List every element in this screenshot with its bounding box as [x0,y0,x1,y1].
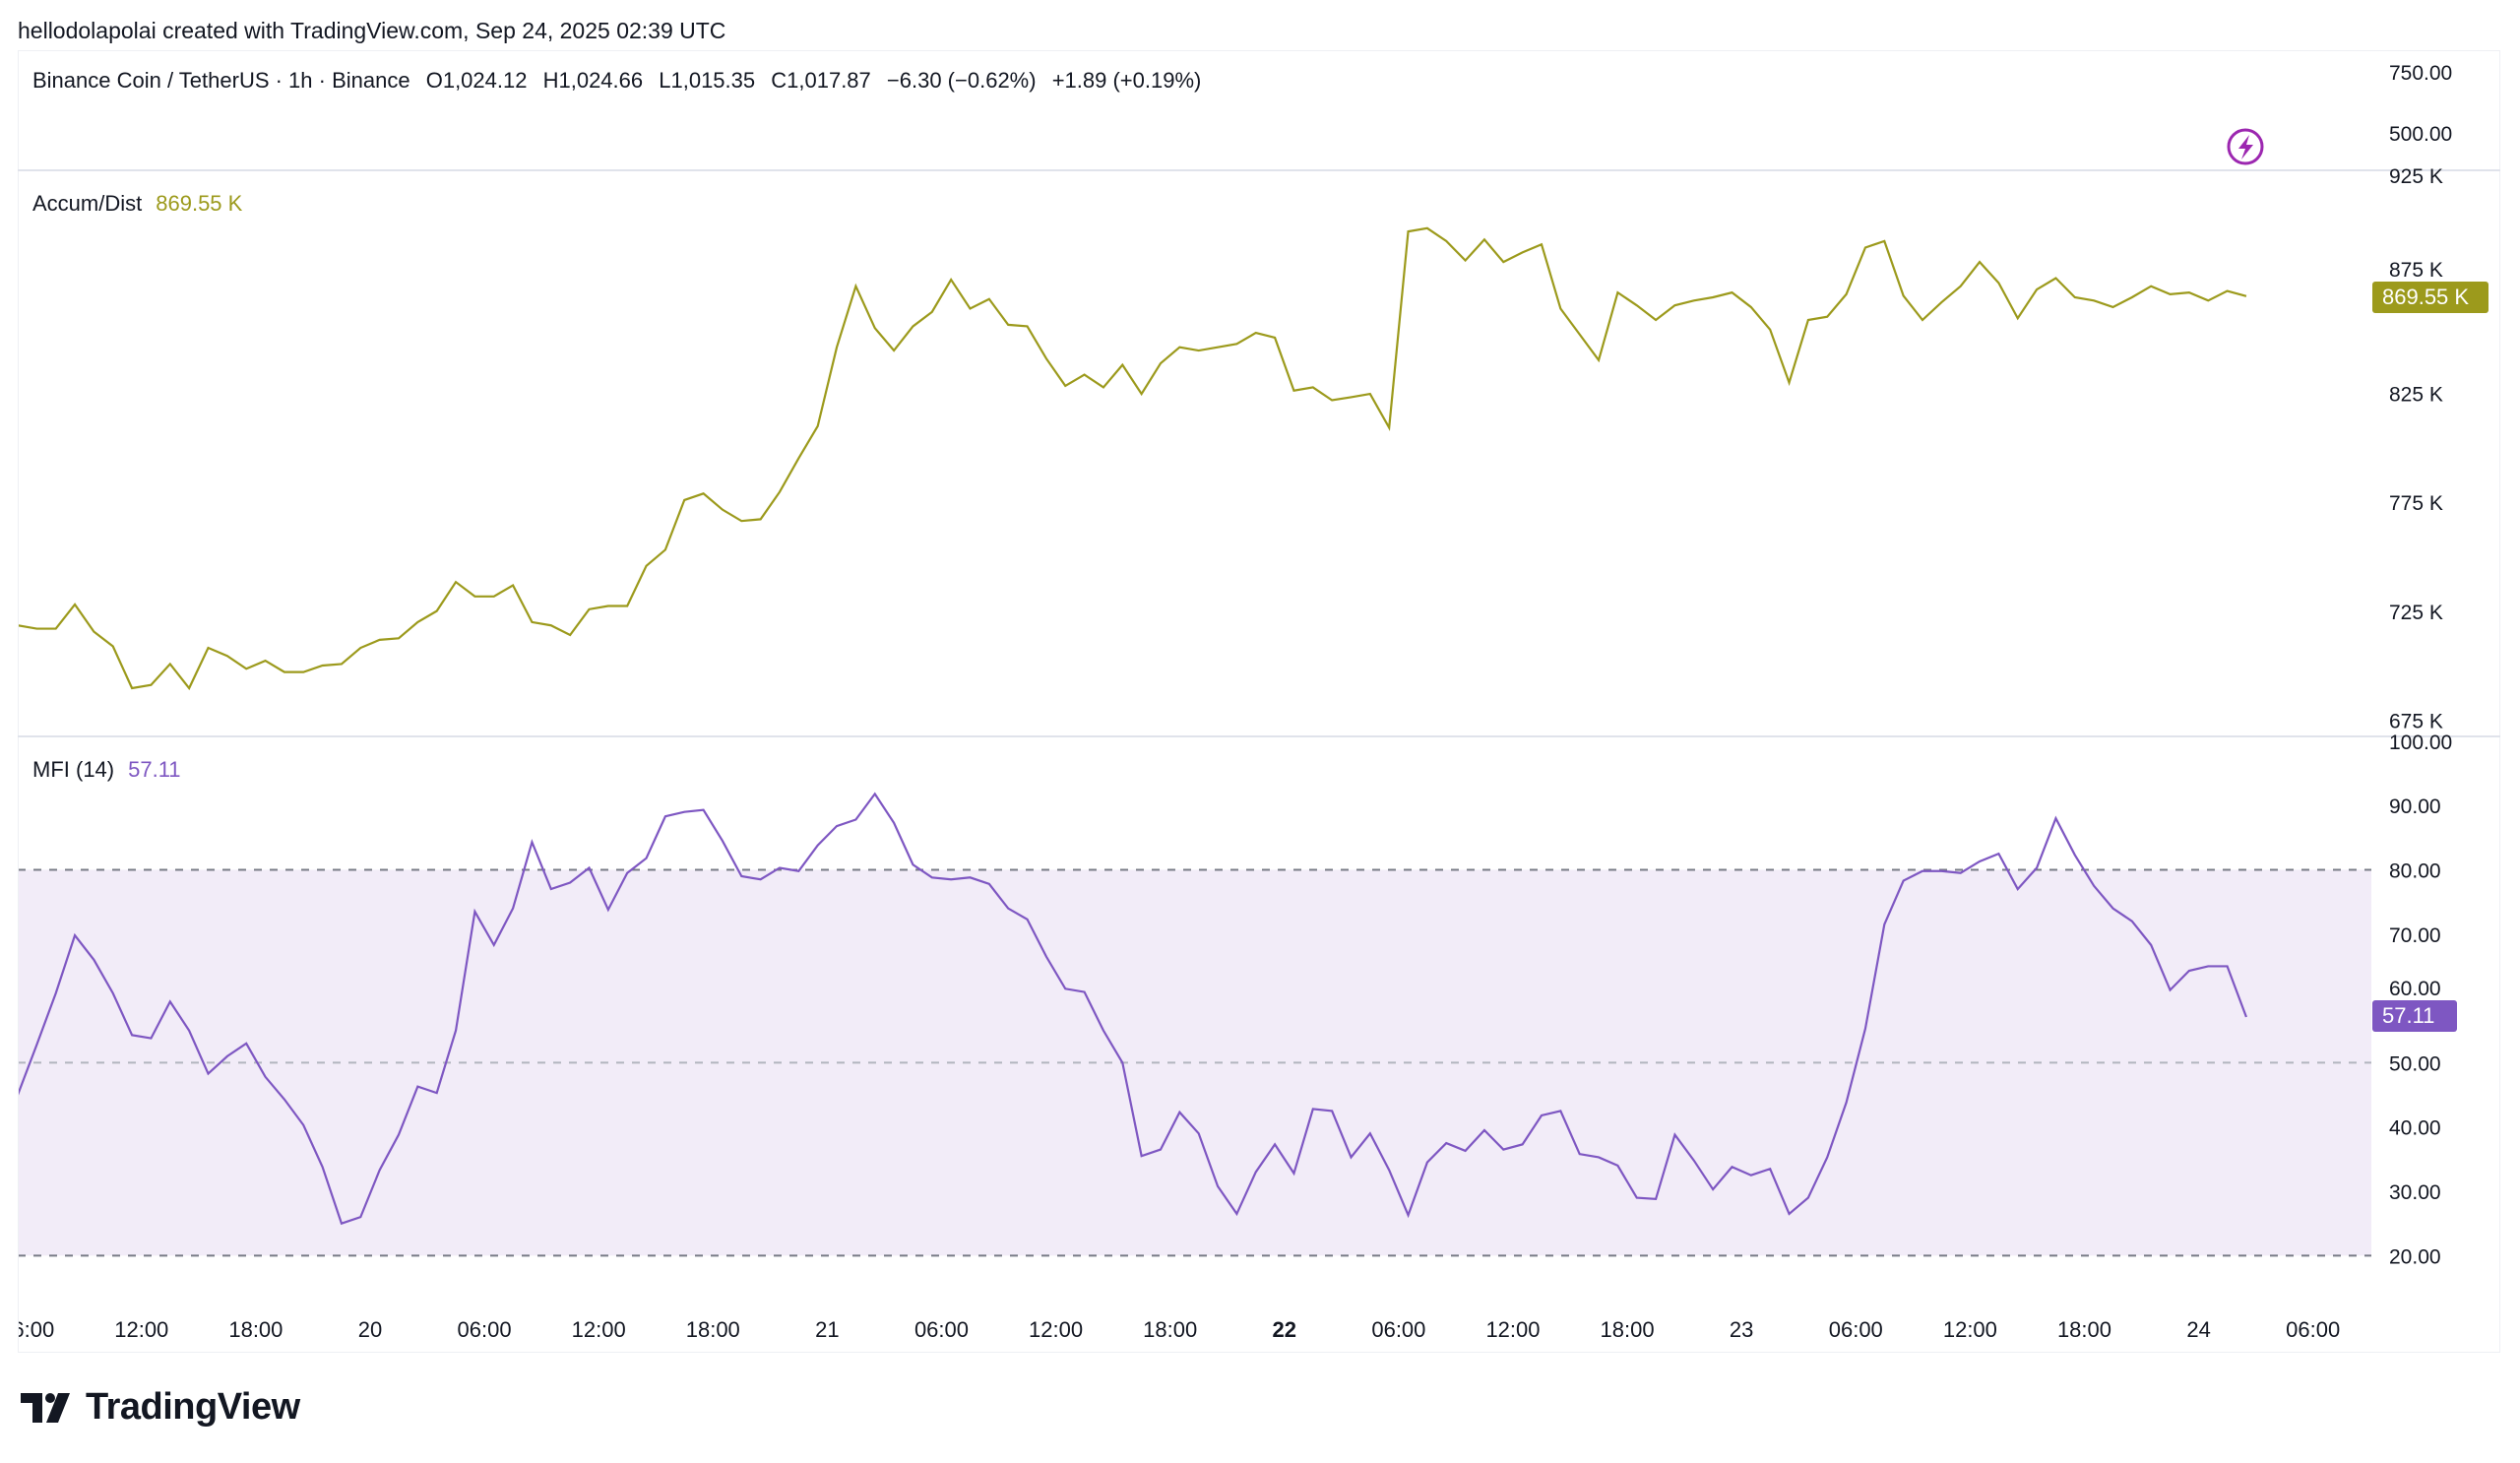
time-axis-label: 24 [2186,1317,2210,1342]
ad-last-value-badge: 869.55 K [2372,282,2488,313]
price-axis-label: 500.00 [2389,123,2453,146]
tradingview-logo-icon [21,1392,70,1423]
ad-y-tick-label: 675 K [2389,711,2443,733]
ad-y-tick-label: 875 K [2389,259,2443,282]
lightning-icon[interactable] [2227,128,2264,165]
time-axis-label: 06:00 [1371,1317,1425,1342]
mfi-last-value-badge: 57.11 [2372,1000,2457,1032]
mfi-value: 57.11 [128,757,181,782]
mfi-y-tick-label: 80.00 [2389,859,2441,882]
time-axis-label: 06:00 [0,1317,54,1342]
mfi-y-tick-label: 40.00 [2389,1117,2441,1140]
ad-legend[interactable]: Accum/Dist 869.55 K [32,191,242,217]
time-axis-label: 23 [1730,1317,1753,1342]
time-axis-label: 22 [1273,1317,1296,1342]
time-axis-label: 18:00 [2057,1317,2111,1342]
price-change: −6.30 (−0.62%) [886,68,1037,93]
ad-pane [19,226,2247,691]
mfi-band-fill [19,869,2371,1256]
mfi-series-line [19,792,2247,1226]
time-axis-label: 12:00 [1029,1317,1083,1342]
time-axis-label: 06:00 [1829,1317,1883,1342]
price-axis-label: 750.00 [2389,62,2453,85]
ad-value: 869.55 K [156,191,243,216]
ad-y-tick-label: 925 K [2389,165,2443,188]
time-axis-label: 12:00 [1943,1317,1997,1342]
ad-y-tick-label: 825 K [2389,383,2443,406]
time-axis-label: 06:00 [914,1317,969,1342]
time-axis-label: 12:00 [572,1317,626,1342]
time-axis-label: 12:00 [114,1317,168,1342]
mfi-y-tick-label: 50.00 [2389,1052,2441,1075]
mfi-legend[interactable]: MFI (14) 57.11 [32,757,181,783]
ad-y-tick-label: 775 K [2389,492,2443,515]
time-axis-label: 12:00 [1485,1317,1540,1342]
ohlc-open: O1,024.12 [425,68,528,93]
time-axis-label: 20 [358,1317,382,1342]
chart-credit: hellodolapolai created with TradingView.… [18,18,726,43]
time-axis-label: 06:00 [458,1317,512,1342]
mfi-y-tick-label: 60.00 [2389,978,2441,1000]
time-axis-label: 06:00 [2286,1317,2340,1342]
ad-y-tick-label: 725 K [2389,602,2443,624]
mfi-title: MFI (14) [32,757,115,782]
symbol-title[interactable]: Binance Coin / TetherUS · 1h · Binance [32,68,410,93]
ohlc-close: C1,017.87 [771,68,871,93]
chart-frame [18,50,2500,1353]
mfi-y-tick-label: 30.00 [2389,1181,2441,1204]
ad-series-line [19,226,2247,691]
logo-text: TradingView [86,1386,300,1428]
mfi-y-tick-label: 100.00 [2389,732,2452,754]
tradingview-logo[interactable]: TradingView [21,1386,300,1429]
mfi-y-tick-label: 70.00 [2389,924,2441,947]
ohlc-low: L1,015.35 [659,68,756,93]
ohlc-high: H1,024.66 [542,68,644,93]
time-axis-label: 21 [815,1317,839,1342]
mfi-y-tick-label: 20.00 [2389,1245,2441,1268]
mfi-y-tick-label: 90.00 [2389,795,2441,818]
mfi-pane [19,792,2371,1257]
price-change-extra: +1.89 (+0.19%) [1051,68,1202,93]
time-axis-label: 18:00 [228,1317,283,1342]
price-legend: Binance Coin / TetherUS · 1h · Binance O… [32,68,1201,94]
time-axis-label: 18:00 [1601,1317,1655,1342]
time-axis-label: 18:00 [1143,1317,1197,1342]
ad-title: Accum/Dist [32,191,143,216]
time-axis-label: 18:00 [686,1317,740,1342]
